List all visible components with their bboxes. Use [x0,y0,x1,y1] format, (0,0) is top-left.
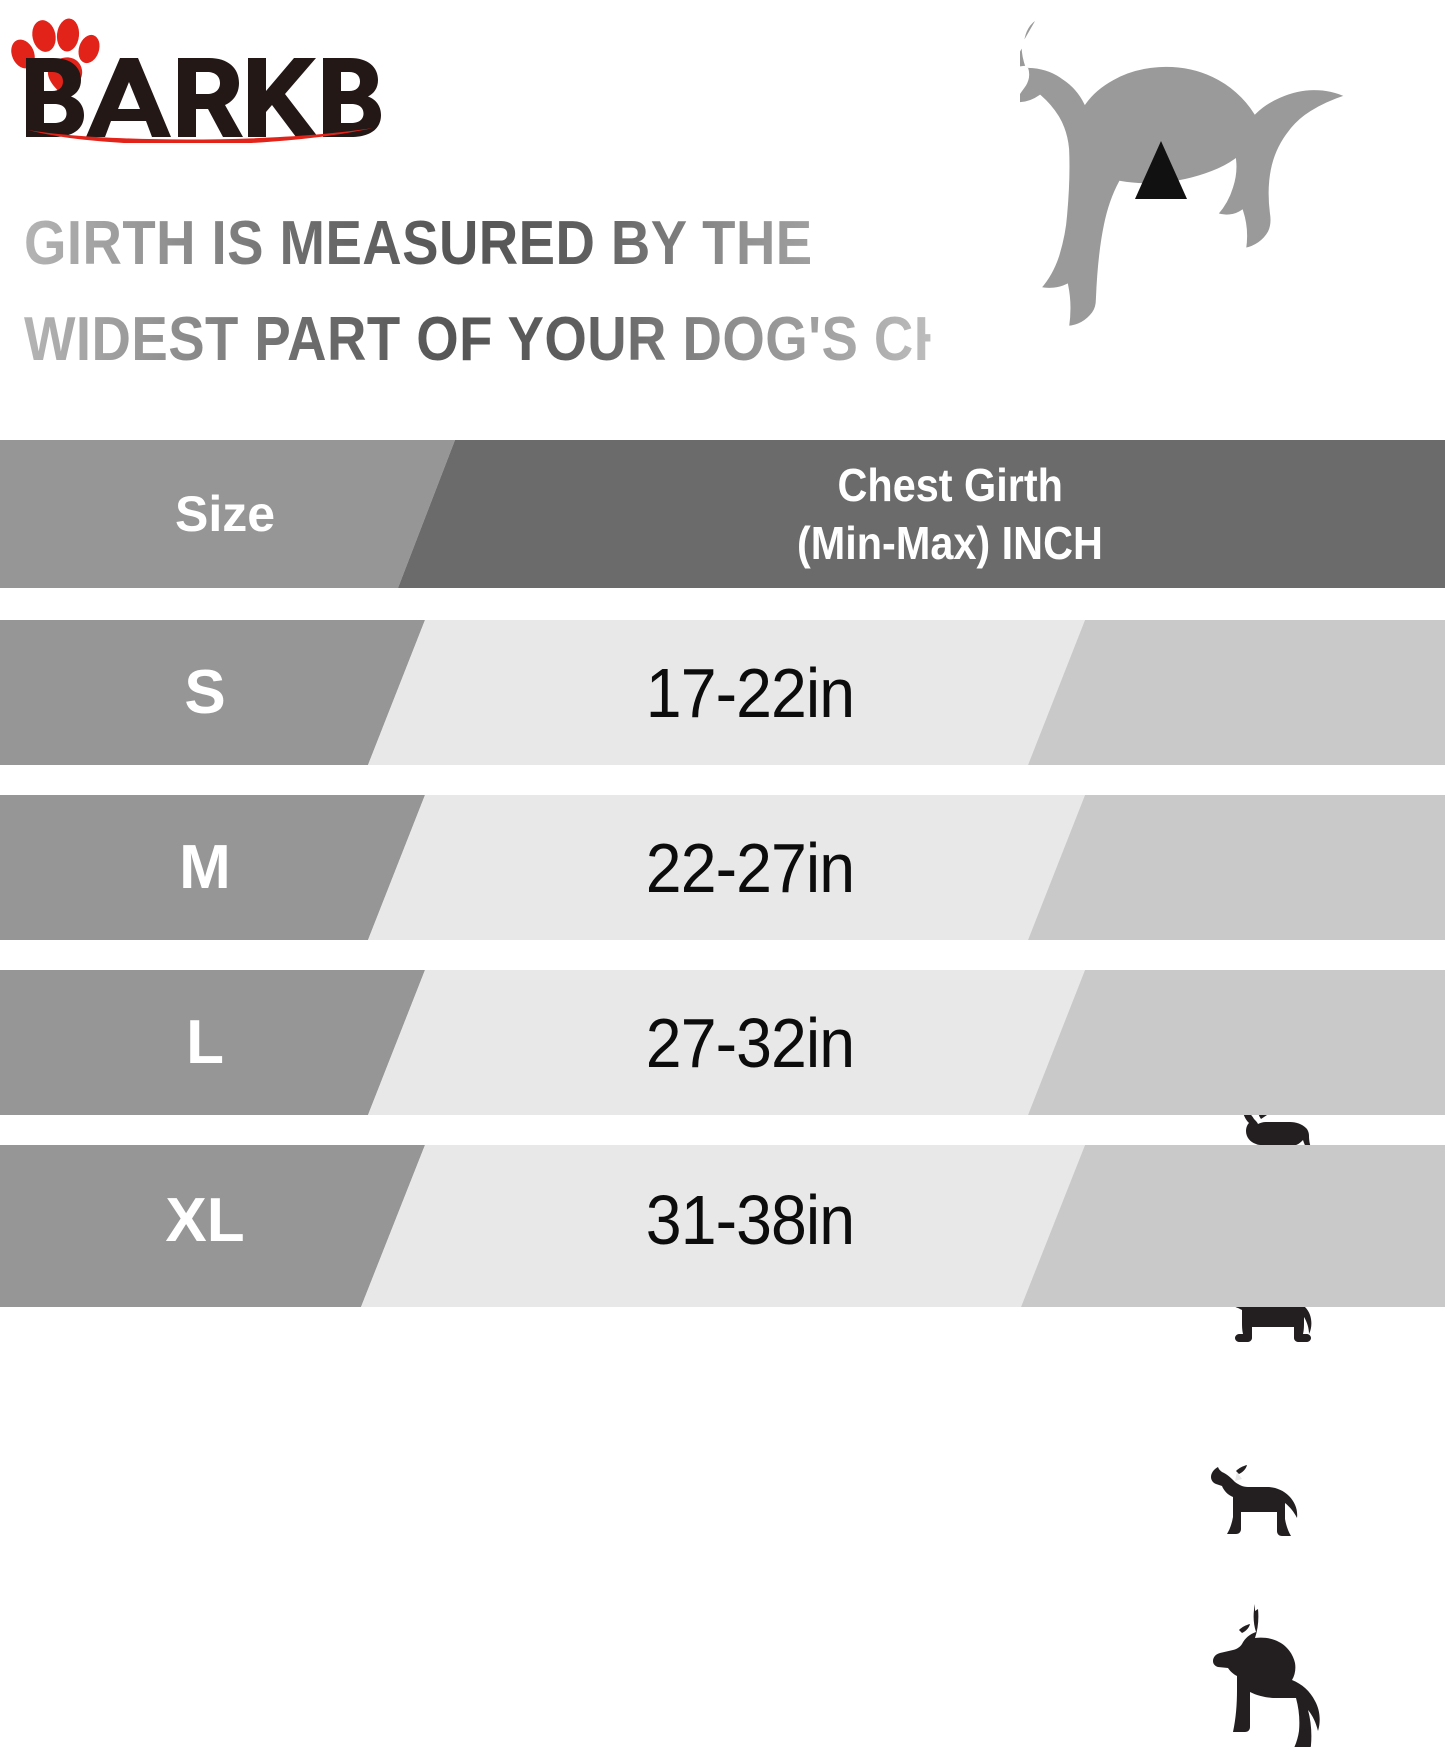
row-size-cell-bg [0,970,425,1115]
brand-logo [8,8,408,143]
row-icon-cell-bg [1028,795,1445,940]
row-icon-cell-bg [1028,620,1445,765]
table-row [0,970,1445,1115]
table-row [0,1145,1445,1307]
headline-line-2: WIDEST PART OF YOUR DOG'S CHEST. [24,292,1070,388]
table-header-row [0,440,1445,588]
great-dane-silhouette-icon [1203,1600,1348,1747]
logo-underline-swoosh [28,128,373,143]
hero-dog-illustration [1020,0,1445,400]
chihuahua-silhouette-icon [1228,1095,1338,1185]
row-icon-cell-bg [1028,970,1445,1115]
row-value-cell-bg [368,970,1085,1115]
mastiff-silhouette-icon [1208,1445,1340,1545]
row-value-cell-bg [361,1145,1085,1307]
header-girth-cell-bg [398,440,1445,588]
row-value-cell-bg [368,620,1085,765]
paw-print-icon [11,18,100,98]
table-row [0,795,1445,940]
row-size-cell-bg [0,1145,425,1307]
headline: GIRTH IS MEASURED BY THE WIDEST PART OF … [24,196,1070,388]
chest-girth-arrow-icon [1135,141,1187,199]
brand-wordmark [26,58,381,137]
row-value-cell-bg [368,795,1085,940]
table-row [0,620,1445,765]
row-size-cell-bg [0,620,425,765]
row-icon-cell-bg [1021,1145,1445,1307]
headline-line-1: GIRTH IS MEASURED BY THE [24,196,930,292]
row-size-cell-bg [0,795,425,940]
size-chart-table: Size Chest Girth (Min-Max) INCH S 17-22i… [0,440,1445,1747]
dog-side-profile-illustration [1020,15,1349,329]
header-size-cell-bg [0,440,455,588]
